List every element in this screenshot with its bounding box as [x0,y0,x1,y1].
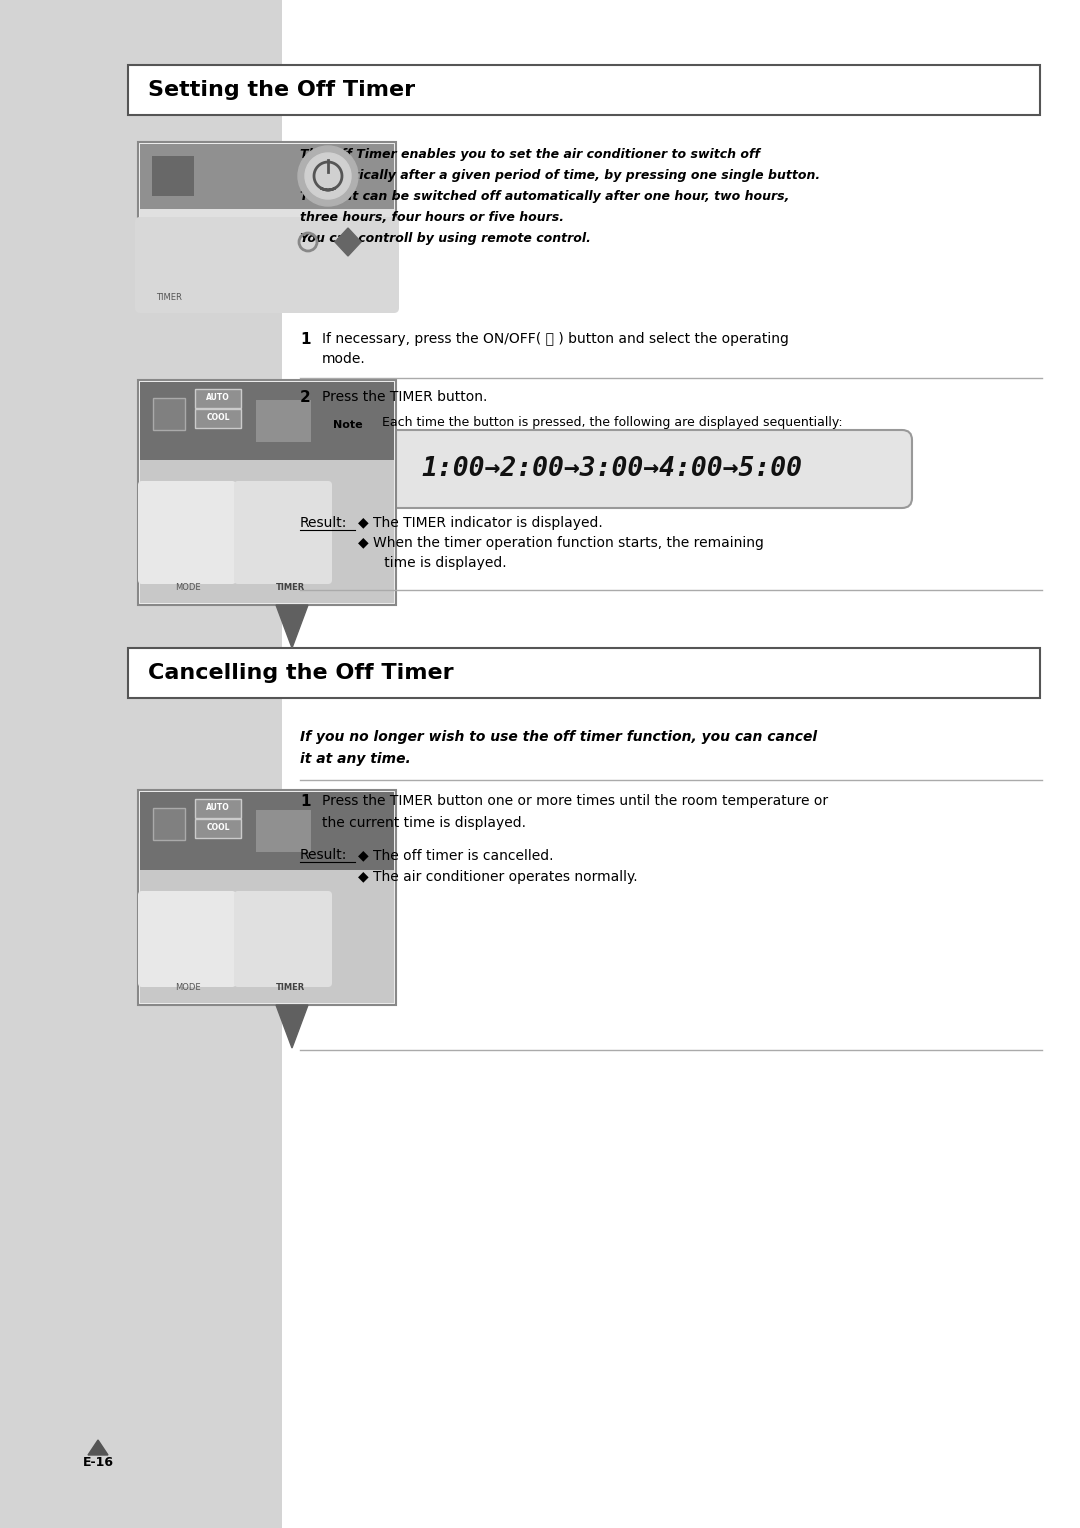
Text: MODE: MODE [175,983,201,992]
Polygon shape [276,605,308,648]
FancyBboxPatch shape [195,819,241,837]
Text: MODE: MODE [175,582,201,591]
FancyBboxPatch shape [320,414,376,435]
Text: Result:: Result: [300,848,348,862]
Text: three hours, four hours or five hours.: three hours, four hours or five hours. [300,211,564,225]
Text: Press the TIMER button one or more times until the room temperature or: Press the TIMER button one or more times… [322,795,828,808]
Polygon shape [87,1439,108,1455]
Bar [138,380,396,605]
FancyBboxPatch shape [195,410,241,428]
Text: ◆ When the timer operation function starts, the remaining: ◆ When the timer operation function star… [357,536,764,550]
Text: it at any time.: it at any time. [300,752,410,766]
Bar [152,156,194,196]
Text: TIMER: TIMER [275,582,305,591]
Bar [0,0,282,1528]
Text: ◆ The TIMER indicator is displayed.: ◆ The TIMER indicator is displayed. [357,516,603,530]
Text: Each time the button is pressed, the following are displayed sequentially:: Each time the button is pressed, the fol… [382,416,842,429]
FancyBboxPatch shape [138,891,237,987]
Bar [140,144,394,209]
FancyBboxPatch shape [234,481,332,584]
Text: 1: 1 [300,795,311,808]
Text: If necessary, press the ON/OFF( ⏻ ) button and select the operating: If necessary, press the ON/OFF( ⏻ ) butt… [322,332,788,345]
Text: The Off Timer enables you to set the air conditioner to switch off: The Off Timer enables you to set the air… [300,148,760,160]
FancyBboxPatch shape [195,390,241,408]
Bar [140,460,394,604]
Circle shape [298,147,357,206]
Text: TIMER: TIMER [156,293,181,303]
Text: E-16: E-16 [82,1456,113,1468]
Text: Cancelling the Off Timer: Cancelling the Off Timer [148,663,454,683]
Polygon shape [276,1005,308,1048]
FancyBboxPatch shape [138,481,237,584]
Text: Result:: Result: [300,516,348,530]
Text: time is displayed.: time is displayed. [357,556,507,570]
Bar [140,869,394,1002]
FancyBboxPatch shape [234,891,332,987]
Text: TIMER: TIMER [275,983,305,992]
Text: the current time is displayed.: the current time is displayed. [322,816,526,830]
Text: mode.: mode. [322,351,366,367]
Text: 1: 1 [300,332,311,347]
Bar [256,400,311,442]
Text: Setting the Off Timer: Setting the Off Timer [148,79,415,99]
Bar [153,397,185,429]
Bar [140,209,394,309]
Bar [129,66,1040,115]
Bar [153,808,185,840]
Text: COOL: COOL [206,824,230,833]
Bar [138,142,396,310]
Text: automatically after a given period of time, by pressing one single button.: automatically after a given period of ti… [300,170,820,182]
FancyBboxPatch shape [195,799,241,817]
Text: The unit can be switched off automatically after one hour, two hours,: The unit can be switched off automatical… [300,189,789,203]
Text: AUTO: AUTO [206,804,230,813]
Text: ◆ The off timer is cancelled.: ◆ The off timer is cancelled. [357,848,554,862]
Text: ◆ The air conditioner operates normally.: ◆ The air conditioner operates normally. [357,869,637,885]
Text: Press the TIMER button.: Press the TIMER button. [322,390,487,403]
FancyBboxPatch shape [135,217,399,313]
Text: AUTO: AUTO [206,394,230,402]
FancyBboxPatch shape [312,429,912,507]
Text: Note: Note [334,420,363,429]
Text: You can controll by using remote control.: You can controll by using remote control… [300,232,591,244]
Text: If you no longer wish to use the off timer function, you can cancel: If you no longer wish to use the off tim… [300,730,818,744]
Bar [140,382,394,460]
Bar [256,810,311,853]
Text: COOL: COOL [206,414,230,423]
Bar [138,790,396,1005]
Text: 1:00→2:00→3:00→4:00→5:00: 1:00→2:00→3:00→4:00→5:00 [421,455,802,481]
Circle shape [305,153,351,199]
Polygon shape [335,228,361,257]
Bar [140,792,394,869]
Text: 2: 2 [300,390,311,405]
Bar [129,648,1040,698]
